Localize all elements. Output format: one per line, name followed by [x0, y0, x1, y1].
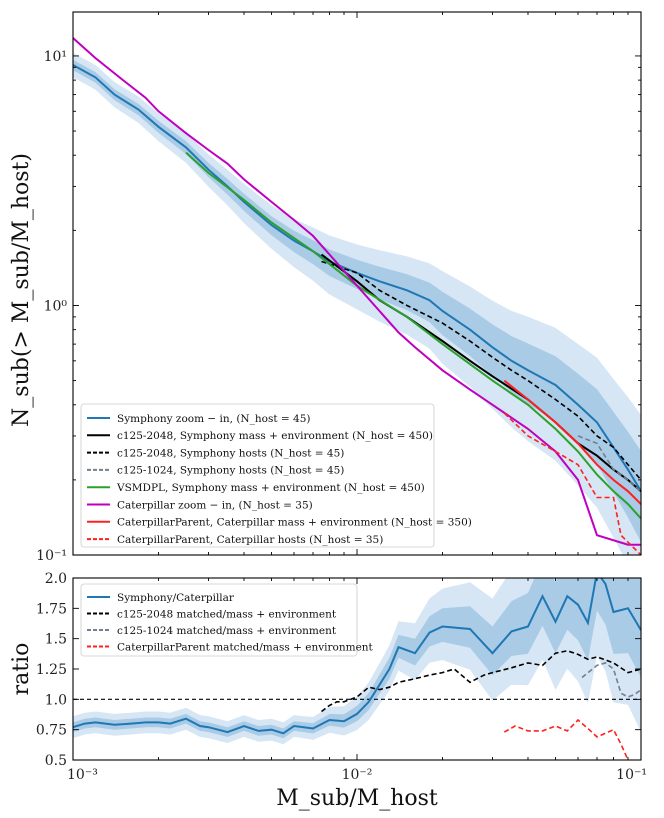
top-legend-label: CaterpillarParent, Caterpillar mass + en…: [117, 517, 472, 529]
bottom-y-tick-label: 0.5: [45, 753, 67, 769]
bottom-line-c125-2048-matched-mass-environment: [321, 649, 641, 713]
top-legend-label: c125-1024, Symphony hosts (N_host = 45): [117, 465, 344, 477]
top-legend-label: c125-2048, Symphony hosts (N_host = 45): [117, 447, 344, 459]
top-legend: Symphony zoom − in, (N_host = 45) c125-20…: [80, 403, 472, 548]
x-ticks: 10⁻³ 10⁻² 10⁻¹: [67, 578, 647, 783]
x-tick-label: 10⁻³: [67, 767, 98, 783]
bottom-scatter-bands: [73, 578, 641, 745]
top-legend-label: c125-2048, Symphony mass + environment (…: [117, 430, 433, 442]
top-line-caterpillarparent-caterpillar-mass-environment-n-host-350: [503, 379, 641, 505]
top-legend-label: CaterpillarParent, Caterpillar hosts (N_…: [117, 534, 383, 546]
top-line-caterpillar-zoom-in-n-host-35: [73, 37, 641, 546]
top-legend-label: Symphony zoom − in, (N_host = 45): [117, 413, 310, 425]
top-line-c125-1024-symphony-hosts-n-host-45: [577, 435, 641, 492]
bottom-band-inner: [73, 578, 641, 739]
bottom-line-symphony-caterpillar: [73, 578, 641, 735]
top-band-inner: [73, 59, 641, 543]
top-legend-label: Caterpillar zoom − in, (N_host = 35): [117, 499, 313, 511]
bottom-legend-label: c125-1024 matched/mass + environment: [117, 625, 337, 637]
bottom-line-caterpillarparent-matched-mass-environment: [503, 718, 629, 760]
bottom-legend-label: CaterpillarParent matched/mass + environ…: [117, 641, 374, 653]
bottom-y-axis-label: ratio: [9, 643, 34, 696]
bottom-y-tick-label: 1.0: [45, 692, 67, 708]
bottom-legend-box: [80, 583, 358, 657]
top-y-tick-label: 10⁻¹: [36, 548, 67, 564]
bottom-panel: 0.5 0.75 1.0 1.25 1.5 1.75 2.0 10⁻³ 10⁻² 10⁻¹ ra…: [9, 571, 647, 811]
bottom-legend: Symphony/Caterpillar c125-2048 matched/ma…: [80, 583, 374, 657]
x-axis-label: M_sub/M_host: [276, 786, 438, 811]
bottom-y-tick-label: 1.5: [45, 632, 67, 648]
bottom-y-tick-label: 2.0: [45, 571, 67, 587]
bottom-y-ticks: 0.5 0.75 1.0 1.25 1.5 1.75 2.0: [36, 571, 641, 769]
top-line-symphony-zoom-in-n-host-45: [73, 64, 641, 492]
x-tick-label: 10⁻¹: [616, 767, 647, 783]
top-series-lines: [73, 37, 641, 555]
top-legend-label: VSMDPL, Symphony mass + environment (N_h…: [116, 482, 425, 494]
bottom-y-tick-label: 1.25: [36, 662, 67, 678]
top-y-tick-label: 10⁰: [44, 298, 68, 314]
top-line-caterpillarparent-caterpillar-hosts-n-host-35: [503, 412, 641, 555]
top-panel: 10¹ 10⁰ 10⁻¹ N_sub(> M_sub/M_host) Symphon…: [9, 11, 642, 564]
bottom-line-c125-1024-matched-mass-environment: [581, 662, 641, 698]
bottom-legend-label: Symphony/Caterpillar: [117, 592, 235, 604]
top-legend-box: [80, 403, 435, 548]
bottom-y-tick-label: 0.75: [36, 723, 67, 739]
bottom-series-lines: [73, 578, 641, 760]
top-y-axis-label: N_sub(> M_sub/M_host): [9, 153, 34, 427]
top-y-tick-label: 10¹: [44, 49, 67, 65]
top-line-vsmdpl-symphony-mass-environment-n-host-450: [185, 151, 641, 520]
top-y-ticks: 10¹ 10⁰ 10⁻¹: [36, 12, 642, 564]
bottom-legend-label: c125-2048 matched/mass + environment: [117, 608, 337, 620]
x-tick-label: 10⁻²: [342, 767, 373, 783]
bottom-y-tick-label: 1.75: [36, 601, 67, 617]
top-line-c125-2048-symphony-hosts-n-host-45: [321, 260, 641, 481]
